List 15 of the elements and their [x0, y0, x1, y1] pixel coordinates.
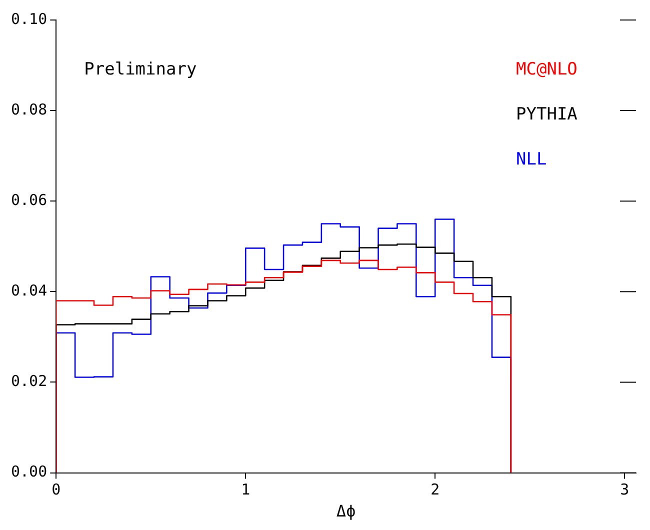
text: MC@NLO: [516, 59, 578, 80]
y-tick-label: 0.10: [11, 10, 48, 28]
text: NLL: [516, 149, 547, 170]
y-tick-label: 0.00: [11, 462, 48, 481]
y-tick-label: 0.06: [11, 191, 48, 210]
x-tick-label: 3: [620, 480, 630, 499]
x-tick-label: 0: [52, 480, 61, 499]
annotation: Preliminary: [84, 59, 197, 80]
y-tick-label: 0.02: [11, 372, 48, 390]
y-tick-label: 0.04: [11, 282, 48, 300]
y-tick-label: 0.08: [11, 100, 48, 118]
x-tick-label: 1: [241, 480, 250, 499]
text: PYTHIA: [516, 104, 578, 124]
x-axis-title: Δϕ: [336, 502, 356, 521]
x-tick-label: 2: [430, 480, 440, 499]
